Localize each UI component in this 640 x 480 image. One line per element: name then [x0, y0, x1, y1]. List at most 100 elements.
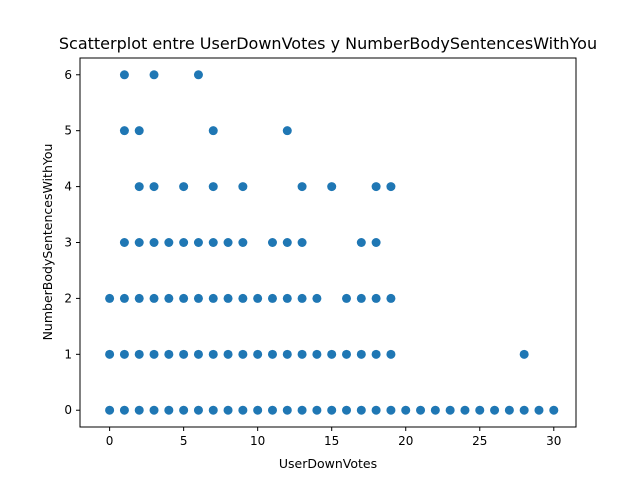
- scatter-point: [371, 349, 381, 359]
- scatter-point: [297, 238, 307, 247]
- scatter-point: [327, 182, 337, 192]
- x-axis: 0 5 10 15 20 25 30: [106, 427, 561, 448]
- scatter-point: [119, 293, 129, 303]
- scatter-point: [208, 293, 218, 303]
- scatter-point: [105, 405, 115, 415]
- scatter-point: [371, 238, 381, 247]
- x-tick-label: 20: [398, 434, 413, 448]
- x-tick-label: 10: [250, 434, 265, 448]
- scatter-point: [119, 126, 129, 136]
- data-points: [105, 70, 559, 415]
- scatter-point: [134, 182, 144, 192]
- scatter-point: [179, 293, 189, 303]
- x-tick-label: 15: [324, 434, 339, 448]
- scatter-point: [193, 238, 203, 247]
- scatter-point: [430, 405, 440, 415]
- scatter-point: [253, 293, 263, 303]
- scatter-point: [179, 238, 189, 247]
- scatter-point: [475, 405, 485, 415]
- scatter-point: [490, 405, 500, 415]
- scatter-point: [238, 349, 248, 359]
- x-tick-label: 0: [106, 434, 114, 448]
- scatter-point: [179, 405, 189, 415]
- scatter-point: [238, 182, 248, 192]
- chart-title: Scatterplot entre UserDownVotes y Number…: [59, 34, 597, 53]
- scatter-point: [460, 405, 470, 415]
- scatter-point: [164, 238, 174, 247]
- scatter-point: [312, 349, 322, 359]
- scatter-point: [223, 349, 233, 359]
- scatter-point: [119, 238, 129, 247]
- y-tick-label: 3: [64, 236, 72, 250]
- scatter-point: [386, 405, 396, 415]
- y-tick-label: 5: [64, 124, 72, 138]
- scatter-point: [208, 182, 218, 192]
- scatter-point: [119, 405, 129, 415]
- scatter-point: [179, 182, 189, 192]
- scatter-point: [179, 349, 189, 359]
- scatter-point: [134, 349, 144, 359]
- y-tick-label: 2: [64, 291, 72, 305]
- scatter-point: [105, 293, 115, 303]
- scatter-point: [134, 405, 144, 415]
- x-tick-label: 30: [546, 434, 561, 448]
- scatter-point: [356, 293, 366, 303]
- scatter-point: [223, 238, 233, 247]
- scatter-point: [253, 405, 263, 415]
- y-tick-label: 0: [64, 403, 72, 417]
- scatter-point: [164, 405, 174, 415]
- scatter-point: [149, 293, 159, 303]
- scatter-point: [223, 405, 233, 415]
- scatter-point: [342, 349, 352, 359]
- x-axis-label: UserDownVotes: [279, 456, 377, 471]
- scatter-point: [193, 70, 203, 80]
- scatter-point: [119, 349, 129, 359]
- scatter-point: [297, 182, 307, 192]
- scatter-point: [342, 405, 352, 415]
- scatter-point: [519, 405, 529, 415]
- scatter-point: [193, 349, 203, 359]
- scatter-point: [401, 405, 411, 415]
- scatter-point: [504, 405, 514, 415]
- scatter-point: [327, 405, 337, 415]
- scatter-point: [149, 70, 159, 80]
- scatter-point: [356, 349, 366, 359]
- y-axis: 0 1 2 3 4 5 6: [64, 68, 80, 417]
- scatter-point: [193, 405, 203, 415]
- scatter-point: [519, 349, 529, 359]
- scatter-point: [223, 293, 233, 303]
- scatter-point: [149, 405, 159, 415]
- scatter-point: [208, 238, 218, 247]
- scatter-point: [134, 238, 144, 247]
- scatter-point: [134, 293, 144, 303]
- scatter-point: [371, 182, 381, 192]
- y-axis-label: NumberBodySentencesWithYou: [40, 144, 55, 341]
- scatter-point: [164, 349, 174, 359]
- scatter-point: [534, 405, 544, 415]
- scatter-point: [267, 349, 277, 359]
- scatter-point: [208, 349, 218, 359]
- scatter-point: [238, 293, 248, 303]
- scatter-point: [342, 293, 352, 303]
- y-tick-label: 4: [64, 180, 72, 194]
- scatter-point: [238, 238, 248, 247]
- scatter-point: [105, 349, 115, 359]
- scatter-point: [312, 405, 322, 415]
- scatter-point: [282, 293, 292, 303]
- scatter-point: [282, 405, 292, 415]
- scatter-point: [282, 349, 292, 359]
- scatter-point: [149, 238, 159, 247]
- scatter-point: [267, 405, 277, 415]
- scatter-point: [297, 405, 307, 415]
- scatter-point: [386, 182, 396, 192]
- scatter-point: [267, 293, 277, 303]
- scatter-point: [312, 293, 322, 303]
- scatter-point: [267, 238, 277, 247]
- scatter-point: [193, 293, 203, 303]
- scatter-point: [208, 405, 218, 415]
- scatter-point: [282, 238, 292, 247]
- scatter-point: [282, 126, 292, 136]
- scatter-point: [386, 349, 396, 359]
- scatter-point: [416, 405, 426, 415]
